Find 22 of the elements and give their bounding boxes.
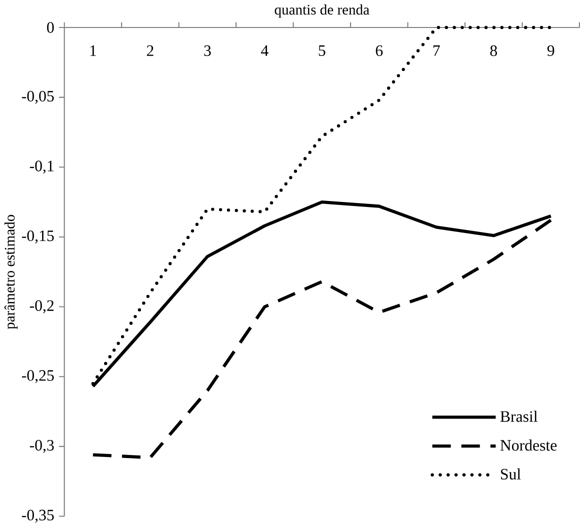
y-tick-label: -0,35 xyxy=(22,510,54,523)
x-tick-label: 7 xyxy=(433,45,440,56)
x-tick-label: 1 xyxy=(90,45,96,56)
x-tick-label: 2 xyxy=(146,45,154,56)
y-tick-label: -0,3 xyxy=(30,440,54,453)
x-tick-label: 8 xyxy=(490,45,497,56)
x-tick-label: 6 xyxy=(376,45,383,56)
x-tick-label: 9 xyxy=(547,45,554,56)
x-axis-title: quantis de renda xyxy=(274,4,370,18)
y-tick-label: -0,15 xyxy=(22,230,54,244)
x-tick-label: 3 xyxy=(204,45,211,56)
y-tick-label: -0,1 xyxy=(30,160,54,174)
x-tick-label: 5 xyxy=(318,45,326,56)
legend-label: Sul xyxy=(500,468,521,480)
y-tick-label: 0 xyxy=(47,22,54,33)
x-tick-label: 4 xyxy=(261,45,268,56)
y-tick-label: -0,2 xyxy=(30,300,54,314)
y-tick-label: -0,25 xyxy=(22,370,54,384)
legend-label: Brasil xyxy=(500,410,538,422)
y-tick-label: -0,05 xyxy=(22,90,54,104)
legend-label: Nordeste xyxy=(500,439,557,451)
y-axis-title: parâmetro estimado xyxy=(4,214,18,330)
